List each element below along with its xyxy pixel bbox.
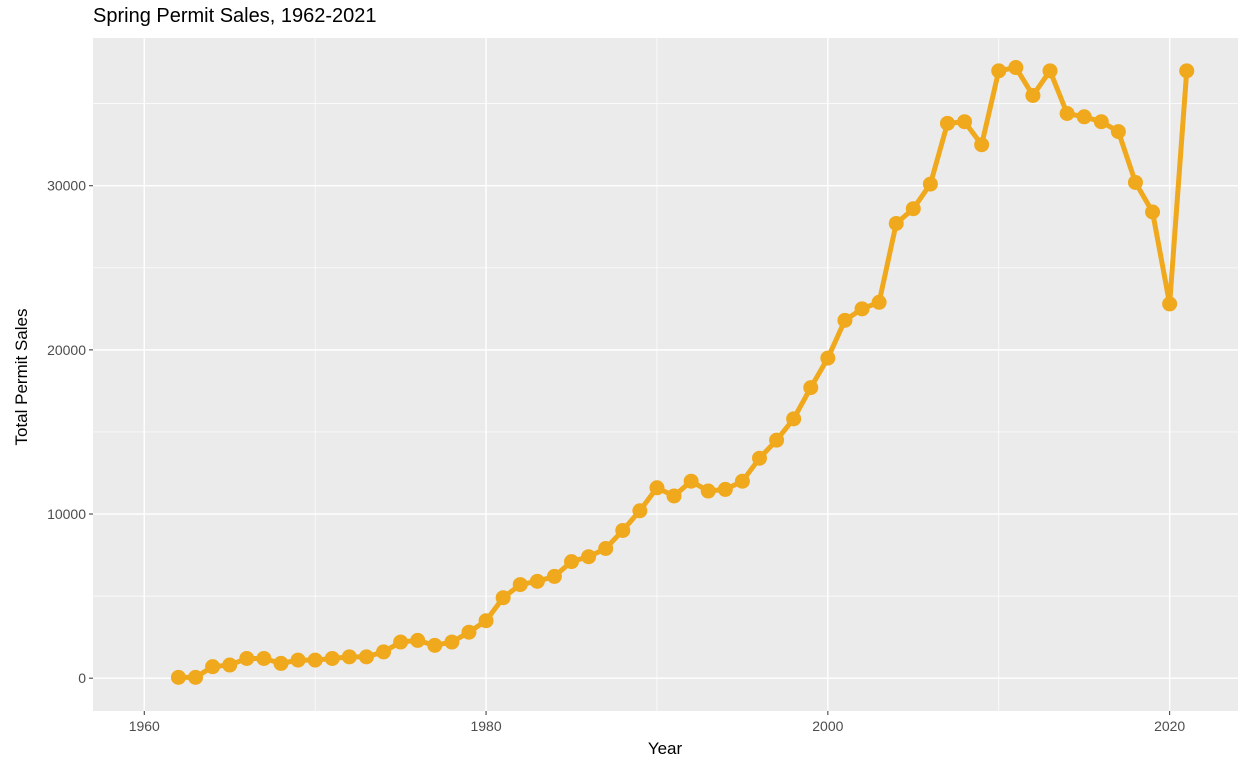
data-point	[683, 473, 699, 489]
data-point	[751, 450, 767, 466]
data-point	[700, 483, 716, 499]
y-tick-label: 30000	[47, 178, 86, 194]
data-point	[1025, 87, 1041, 103]
data-point	[974, 137, 990, 153]
data-point	[461, 624, 477, 640]
data-point	[1059, 106, 1075, 122]
data-point	[170, 669, 186, 685]
data-point	[581, 549, 597, 565]
data-point	[188, 669, 204, 685]
x-tick-label: 1980	[470, 718, 501, 734]
data-point	[512, 577, 528, 593]
data-point	[495, 590, 511, 606]
data-point	[222, 657, 238, 673]
y-tick-label: 20000	[47, 342, 86, 358]
data-point	[939, 115, 955, 131]
data-point	[358, 649, 374, 665]
major-gridlines	[93, 38, 1238, 711]
data-point	[820, 350, 836, 366]
axis-ticks	[89, 185, 1171, 715]
data-point	[837, 312, 853, 328]
data-point	[786, 411, 802, 427]
data-point	[290, 652, 306, 668]
data-point	[529, 573, 545, 589]
data-point	[632, 503, 648, 519]
x-tick-label: 1960	[129, 718, 160, 734]
data-point	[888, 215, 904, 231]
y-tick-labels: 0 10000 20000 30000	[47, 178, 86, 686]
data-point	[803, 380, 819, 396]
data-point	[957, 114, 973, 130]
x-tick-label: 2000	[812, 718, 843, 734]
minor-gridlines	[93, 38, 1238, 711]
data-point	[1008, 60, 1024, 76]
data-point	[905, 201, 921, 217]
data-point	[341, 649, 357, 665]
data-point	[734, 473, 750, 489]
data-point	[546, 568, 562, 584]
data-point	[871, 294, 887, 310]
x-tick-label: 2020	[1154, 718, 1185, 734]
y-tick-label: 0	[78, 670, 86, 686]
data-point	[598, 540, 614, 556]
data-point	[324, 650, 340, 666]
data-point	[922, 176, 938, 192]
data-point	[478, 613, 494, 629]
data-point	[256, 650, 272, 666]
data-point	[273, 655, 289, 671]
data-point	[307, 652, 323, 668]
data-point	[1162, 296, 1178, 312]
y-tick-label: 10000	[47, 506, 86, 522]
data-point	[666, 488, 682, 504]
data-point	[564, 554, 580, 570]
data-point	[427, 637, 443, 653]
data-point	[769, 432, 785, 448]
data-point	[1042, 63, 1058, 79]
data-point	[444, 634, 460, 650]
data-point	[1110, 124, 1126, 140]
data-point	[1076, 109, 1092, 125]
plot-panel	[93, 38, 1238, 711]
data-point	[615, 522, 631, 538]
data-point	[410, 632, 426, 648]
chart-title: Spring Permit Sales, 1962-2021	[93, 5, 377, 27]
data-point	[1179, 63, 1195, 79]
data-point	[649, 480, 665, 496]
x-tick-labels: 1960 1980 2000 2020	[129, 718, 1186, 734]
data-series	[170, 60, 1195, 685]
data-point	[239, 650, 255, 666]
data-point	[991, 63, 1007, 79]
data-point	[205, 659, 221, 675]
data-point	[854, 301, 870, 317]
y-axis-title: Total Permit Sales	[12, 309, 31, 446]
data-point	[376, 644, 392, 660]
data-point	[1127, 174, 1143, 190]
data-point	[1093, 114, 1109, 130]
data-point	[1145, 204, 1161, 220]
x-axis-title: Year	[648, 739, 683, 758]
data-point	[717, 481, 733, 497]
data-point	[393, 634, 409, 650]
